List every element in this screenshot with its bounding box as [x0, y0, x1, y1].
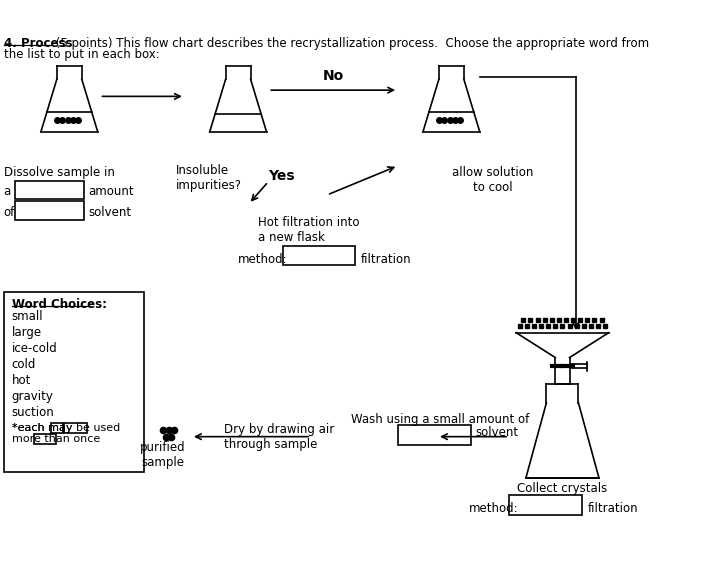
- Bar: [4, 292, 144, 472]
- Text: hot: hot: [12, 374, 31, 386]
- Text: Insoluble
impurities?: Insoluble impurities?: [176, 164, 242, 192]
- Bar: [15, 181, 83, 199]
- Text: Collect crystals: Collect crystals: [518, 482, 608, 495]
- Text: *each may be used: *each may be used: [12, 424, 120, 433]
- Bar: [398, 425, 471, 444]
- Bar: [282, 246, 356, 265]
- Text: gravity: gravity: [12, 390, 54, 403]
- Text: large: large: [12, 325, 41, 339]
- Text: small: small: [12, 310, 43, 322]
- Text: 4. Process: 4. Process: [4, 37, 72, 50]
- Text: suction: suction: [12, 406, 54, 418]
- Bar: [51, 424, 63, 433]
- Bar: [34, 434, 56, 444]
- Text: Yes: Yes: [269, 169, 295, 184]
- Text: filtration: filtration: [587, 501, 638, 515]
- Text: amount: amount: [88, 185, 134, 198]
- Text: Hot filtration into
a new flask: Hot filtration into a new flask: [258, 216, 359, 244]
- Text: Wash using a small amount of: Wash using a small amount of: [351, 413, 529, 426]
- Text: Dry by drawing air
through sample: Dry by drawing air through sample: [224, 424, 334, 451]
- Text: a: a: [4, 185, 11, 198]
- Text: *each may: *each may: [12, 424, 76, 433]
- Text: cold: cold: [12, 357, 36, 371]
- Text: more than once: more than once: [12, 434, 99, 444]
- Bar: [64, 424, 87, 433]
- Text: Dissolve sample in: Dissolve sample in: [4, 166, 115, 179]
- Text: solvent: solvent: [88, 206, 131, 218]
- Text: filtration: filtration: [361, 253, 412, 266]
- Bar: [15, 201, 83, 220]
- Bar: [509, 495, 582, 515]
- Text: method:: method:: [238, 253, 287, 266]
- Text: Word Choices:: Word Choices:: [12, 298, 107, 311]
- Text: (5 points) This flow chart describes the recrystallization process.  Choose the : (5 points) This flow chart describes the…: [52, 37, 648, 50]
- Text: purified
sample: purified sample: [140, 441, 185, 469]
- Text: of: of: [4, 206, 15, 218]
- Text: the list to put in each box:: the list to put in each box:: [4, 48, 159, 62]
- Text: method:: method:: [469, 501, 519, 515]
- Text: No: No: [322, 69, 344, 83]
- Text: ice-cold: ice-cold: [12, 342, 57, 354]
- Text: allow solution
to cool: allow solution to cool: [452, 166, 534, 193]
- Text: solvent: solvent: [476, 426, 518, 439]
